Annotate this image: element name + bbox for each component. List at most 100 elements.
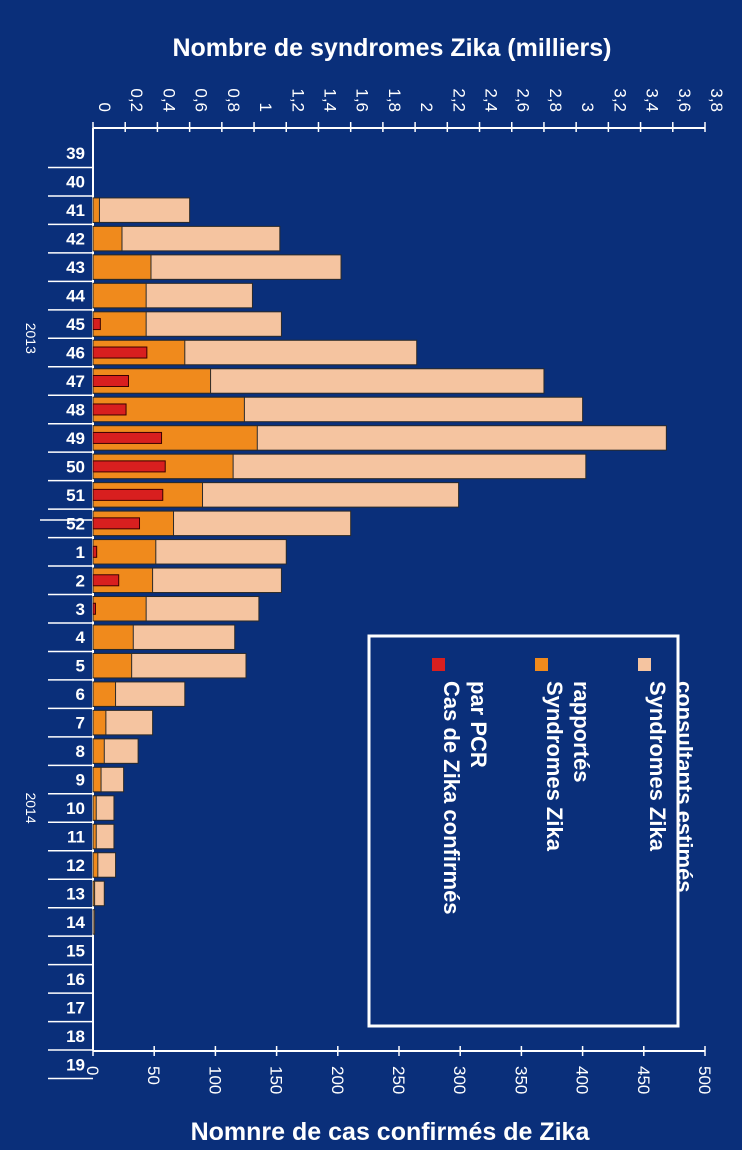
week-label: 4 bbox=[76, 628, 86, 647]
top-tick-label: 0 bbox=[95, 103, 114, 112]
bar-reported bbox=[92, 880, 96, 907]
week-label: 40 bbox=[66, 173, 85, 192]
top-tick-label: 3,4 bbox=[643, 88, 662, 112]
top-tick-label: 0,6 bbox=[192, 88, 211, 112]
bar-confirmed bbox=[92, 431, 163, 444]
week-label: 8 bbox=[76, 742, 85, 761]
week-label: 46 bbox=[66, 344, 85, 363]
bar-reported bbox=[92, 681, 117, 707]
week-labels: 3940414243444546474849505152123456789101… bbox=[48, 144, 93, 1080]
legend-line: Syndromes Zika bbox=[645, 681, 670, 852]
week-label: 11 bbox=[67, 828, 85, 847]
bar-confirmed bbox=[92, 318, 101, 331]
top-tick-label: 3 bbox=[578, 103, 597, 112]
year-label: 2013 bbox=[23, 323, 39, 354]
legend-label: Cas de Zika confirméspar PCR bbox=[439, 681, 491, 915]
bar-reported bbox=[92, 225, 123, 252]
bar-confirmed bbox=[92, 374, 129, 388]
week-label: 9 bbox=[76, 771, 85, 790]
top-tick-label: 2,4 bbox=[482, 88, 501, 112]
week-label: 42 bbox=[66, 230, 85, 249]
top-tick-label: 0,8 bbox=[224, 88, 243, 112]
week-label: 49 bbox=[66, 429, 85, 448]
week-label: 18 bbox=[66, 1027, 85, 1046]
bar-reported bbox=[92, 596, 147, 622]
bar-confirmed bbox=[92, 488, 164, 501]
bar-confirmed bbox=[92, 403, 127, 416]
top-tick-label: 2,6 bbox=[514, 88, 533, 112]
week-label: 51 bbox=[66, 486, 85, 505]
legend-swatch-reported bbox=[535, 658, 548, 671]
legend: Syndromes Zikaconsultants estimésSyndrom… bbox=[367, 634, 697, 1028]
bottom-axis-ticks: 0 50 100 150 200 250 300 350 400 450 500 bbox=[83, 1046, 714, 1094]
top-tick-label: 1,8 bbox=[385, 88, 404, 112]
week-label: 7 bbox=[76, 714, 85, 733]
week-label: 19 bbox=[66, 1055, 85, 1074]
week-label: 43 bbox=[66, 258, 85, 277]
week-label: 6 bbox=[76, 685, 85, 704]
bottom-tick-label: 350 bbox=[511, 1066, 530, 1094]
legend-line: Syndromes Zika bbox=[542, 681, 567, 852]
bar-estimated bbox=[92, 909, 96, 935]
week-label: 39 bbox=[66, 144, 85, 163]
legend-line: Cas de Zika confirmés bbox=[439, 681, 464, 915]
legend-swatch-estimated bbox=[638, 658, 651, 671]
year-labels: 2013 2014 bbox=[23, 323, 39, 824]
legend-item: Cas de Zika confirméspar PCR bbox=[439, 681, 491, 915]
bar-estimated bbox=[92, 225, 281, 252]
week-label: 44 bbox=[66, 287, 85, 306]
legend-line: par PCR bbox=[466, 681, 491, 768]
year-label: 2014 bbox=[23, 792, 39, 823]
week-label: 47 bbox=[66, 372, 85, 391]
legend-box bbox=[367, 634, 680, 1028]
bottom-tick-label: 400 bbox=[573, 1066, 592, 1094]
legend-line: consultants estimés bbox=[672, 681, 697, 893]
legend-label: Syndromes Zikaconsultants estimés bbox=[645, 681, 697, 893]
week-label: 48 bbox=[66, 400, 85, 419]
bar-reported bbox=[92, 795, 97, 821]
bar-reported bbox=[92, 197, 100, 223]
bottom-axis-title: Nomnre de cas confirmés de Zika bbox=[191, 1118, 591, 1146]
bar-reported bbox=[92, 652, 133, 679]
top-axis-title: Nombre de syndromes Zika (milliers) bbox=[172, 34, 611, 62]
bar-reported bbox=[92, 282, 147, 309]
week-label: 52 bbox=[66, 514, 85, 533]
bottom-tick-label: 300 bbox=[450, 1066, 469, 1094]
week-label: 12 bbox=[66, 856, 85, 875]
top-axis-ticks: 0 0,2 0,4 0,6 0,8 1 1,2 1,4 1,6 1,8 2 2,2 2,4 2,6 2,8 3… bbox=[92, 88, 726, 132]
bar-reported bbox=[92, 624, 134, 650]
top-tick-label: 1 bbox=[256, 103, 275, 112]
top-tick-label: 3,6 bbox=[675, 88, 694, 112]
week-label: 10 bbox=[66, 799, 85, 818]
bar-confirmed bbox=[92, 602, 96, 615]
bar-reported bbox=[92, 311, 147, 337]
bar-reported bbox=[92, 709, 107, 736]
top-tick-label: 3,8 bbox=[707, 88, 726, 112]
bottom-tick-label: 200 bbox=[328, 1066, 347, 1094]
bar-confirmed bbox=[92, 517, 141, 530]
legend-swatch-confirmed bbox=[432, 658, 445, 671]
week-label: 17 bbox=[66, 998, 85, 1017]
bar-reported bbox=[92, 539, 157, 565]
bottom-tick-label: 150 bbox=[267, 1066, 286, 1094]
top-tick-label: 3,2 bbox=[610, 88, 629, 112]
bottom-tick-label: 0 bbox=[83, 1066, 102, 1075]
bar-reported bbox=[92, 852, 99, 878]
week-label: 3 bbox=[76, 600, 85, 619]
bars bbox=[92, 197, 667, 935]
bar-reported bbox=[92, 738, 105, 764]
bottom-tick-label: 100 bbox=[205, 1066, 224, 1094]
bar-confirmed bbox=[92, 574, 120, 587]
legend-item: Syndromes Zikarapportés bbox=[542, 681, 594, 852]
bar-estimated bbox=[92, 197, 191, 223]
top-tick-label: 2,2 bbox=[449, 88, 468, 112]
week-label: 41 bbox=[66, 201, 85, 220]
bar-confirmed bbox=[92, 460, 166, 473]
week-label: 45 bbox=[66, 315, 85, 334]
week-label: 13 bbox=[66, 884, 85, 903]
top-tick-label: 0,4 bbox=[159, 88, 178, 112]
top-tick-label: 1,2 bbox=[288, 88, 307, 112]
bar-reported bbox=[92, 823, 97, 850]
